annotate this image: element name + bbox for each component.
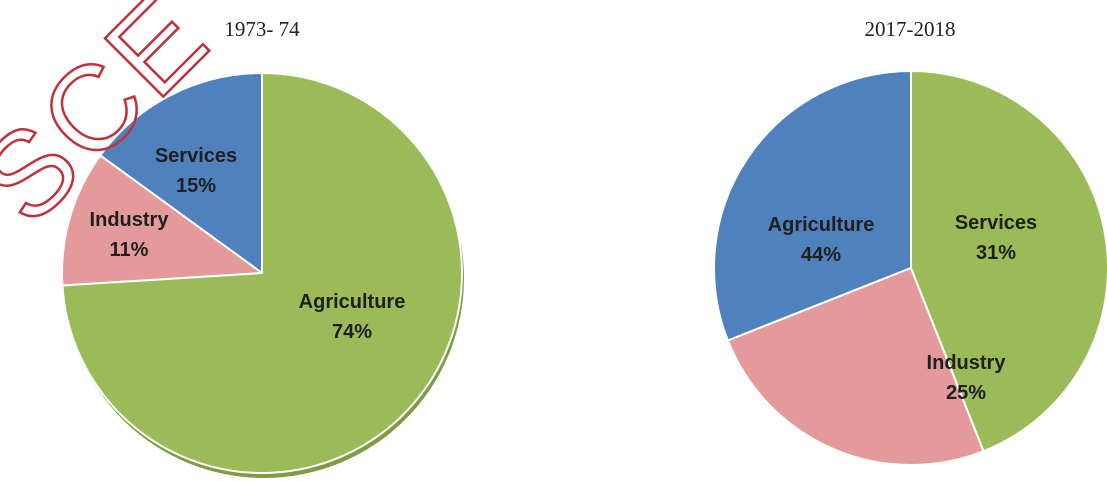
pie-slice-industry: [61, 154, 265, 287]
slice-name-agriculture: Agriculture: [768, 214, 875, 236]
chart-title-2017-2018: 2017-2018: [865, 17, 956, 41]
pie-slice-services: [98, 71, 263, 275]
slice-name-agriculture: Agriculture: [299, 291, 406, 313]
slice-value-industry: 25%: [946, 382, 986, 404]
slice-name-industry: Industry: [927, 352, 1007, 374]
pie-slice-services: [713, 69, 912, 342]
pie-slice-agriculture: [61, 71, 463, 474]
slice-value-agriculture: 74%: [332, 321, 372, 343]
pie-slice-industry: [726, 266, 985, 466]
slice-name-services: Services: [155, 145, 237, 167]
slice-name-services: Services: [955, 212, 1037, 234]
chart-title-1973-74: 1973- 74: [224, 17, 300, 41]
pie-chart-1973-74: 1973- 74 Services 15% Industry 11% Agricultu…: [61, 17, 464, 478]
slice-value-services: 31%: [976, 242, 1016, 264]
slice-value-agriculture: 44%: [801, 244, 841, 266]
slice-name-industry: Industry: [90, 209, 170, 231]
pie-slice-agriculture: [910, 69, 1107, 453]
slice-value-industry: 11%: [110, 239, 149, 261]
slice-value-services: 15%: [176, 175, 216, 197]
pie-chart-2017-2018: 2017-2018 Services 31% Industry 25% Agricult…: [713, 17, 1107, 466]
